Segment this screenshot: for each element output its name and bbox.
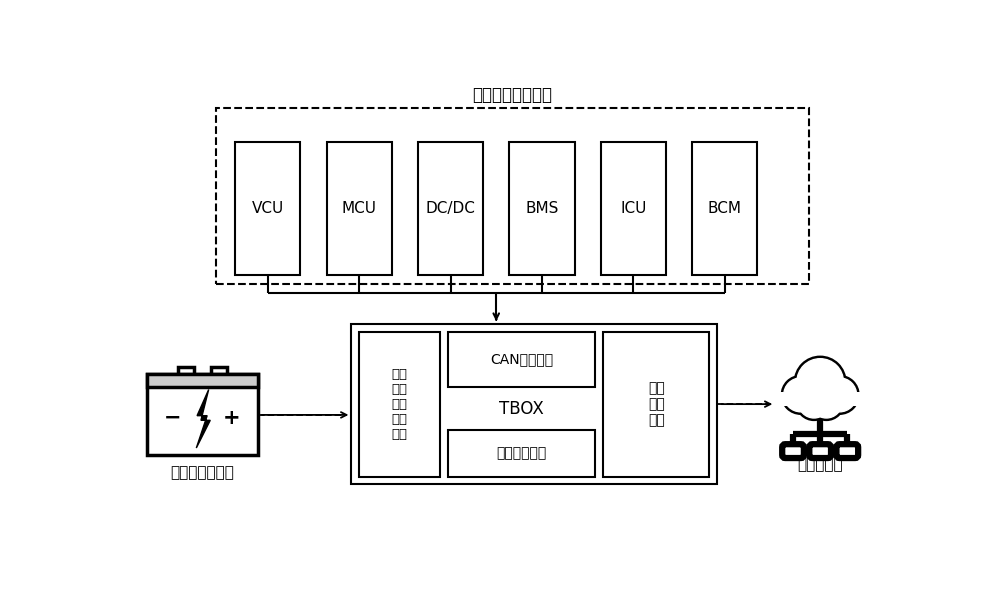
Text: MCU: MCU [342,201,377,216]
Bar [211,367,227,375]
Circle shape [825,380,854,410]
Text: BMS: BMS [525,201,559,216]
Bar [840,448,854,454]
Text: ICU: ICU [620,201,647,216]
Bar [351,324,717,484]
Bar [692,142,757,275]
Bar [326,142,392,275]
Bar [359,331,440,477]
Bar [601,142,666,275]
Bar [780,392,860,406]
Text: BCM: BCM [708,201,742,216]
Bar [235,142,300,275]
Circle shape [798,387,829,418]
Text: 外部
电源
电压
采样
模块: 外部 电源 电压 采样 模块 [392,368,408,440]
Bar [147,375,258,455]
Text: 云端服务器: 云端服务器 [797,457,843,472]
Text: CAN通信模块: CAN通信模块 [490,352,553,367]
Text: 数据
通信
模块: 数据 通信 模块 [648,381,665,427]
Circle shape [797,359,843,405]
Text: DC/DC: DC/DC [426,201,475,216]
Text: TBOX: TBOX [499,400,544,418]
Text: VCU: VCU [251,201,284,216]
Circle shape [801,389,827,416]
FancyBboxPatch shape [809,444,831,458]
Circle shape [784,378,818,412]
Bar [448,331,595,387]
Bar [786,448,800,454]
Text: −: − [164,408,182,428]
Circle shape [813,389,840,416]
Text: +: + [223,408,241,428]
Bar [147,375,258,387]
Text: 数据处理模块: 数据处理模块 [497,446,547,461]
FancyBboxPatch shape [836,444,858,458]
Polygon shape [196,389,210,448]
Circle shape [799,361,841,403]
FancyBboxPatch shape [782,444,804,458]
Circle shape [786,380,816,410]
Circle shape [811,387,842,418]
Bar [813,448,827,454]
Text: 车载低压蓄电池: 车载低压蓄电池 [171,465,234,480]
Bar [448,430,595,477]
Bar [418,142,483,275]
Bar [216,108,809,284]
Bar [178,367,194,375]
Text: 车身其他低压部件: 车身其他低压部件 [473,86,552,105]
Bar [509,142,574,275]
Circle shape [823,378,857,412]
Bar [603,331,709,477]
